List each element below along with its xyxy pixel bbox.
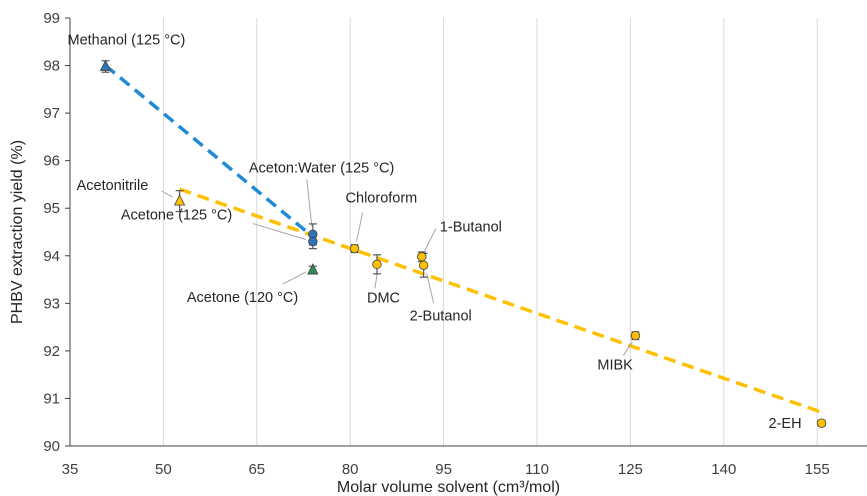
tick-labels: 35 50 65 80 95 110 125 140 155 90 91 92 93 94 95 96 97 98… xyxy=(43,10,829,478)
marker-acetone-120 xyxy=(307,263,319,275)
error-bars xyxy=(101,60,826,427)
point-label-2-butanol: 2-Butanol xyxy=(410,308,472,324)
leader-lines xyxy=(161,179,633,356)
axes xyxy=(65,17,867,447)
y-tick-label-91: 91 xyxy=(43,390,60,407)
leader-acetone-120 xyxy=(282,271,307,285)
marker-2-eh xyxy=(816,418,827,428)
y-tick-label-97: 97 xyxy=(43,105,60,122)
leader-dmc xyxy=(374,274,378,289)
point-label-acetone-120: Acetone (120 °C) xyxy=(187,290,298,306)
y-tick-label-94: 94 xyxy=(43,248,60,265)
leader-aceton-water-125 xyxy=(306,179,313,227)
point-label-acetone-125: Acetone (125 °C) xyxy=(121,208,232,224)
marker-methanol-125 xyxy=(99,59,112,71)
marker-2-butanol xyxy=(418,260,429,270)
x-tick-label-110: 110 xyxy=(525,461,549,478)
markers xyxy=(99,59,827,428)
gridlines xyxy=(162,18,818,446)
point-label-aceton-water-125: Aceton:Water (125 °C) xyxy=(249,160,394,176)
leader-mibk xyxy=(622,341,633,356)
marker-acetone-125 xyxy=(308,236,318,247)
x-tick-label-80: 80 xyxy=(342,461,359,478)
marker-chloroform xyxy=(349,243,360,254)
y-tick-label-98: 98 xyxy=(43,58,60,75)
x-tick-label-35: 35 xyxy=(62,461,79,478)
trendline-methanol-series xyxy=(104,64,314,239)
trendlines xyxy=(104,64,821,414)
x-tick-label-125: 125 xyxy=(618,461,643,478)
y-tick-label-99: 99 xyxy=(43,10,60,27)
point-label-methanol-125: Methanol (125 °C) xyxy=(67,33,185,49)
point-label-dmc: DMC xyxy=(367,290,400,306)
leader-chloroform xyxy=(356,212,364,242)
marker-mibk xyxy=(630,330,641,341)
marker-dmc xyxy=(372,259,382,270)
x-tick-label-95: 95 xyxy=(435,461,452,478)
point-label-2-eh: 2-EH xyxy=(769,416,802,432)
leader-acetonitrile xyxy=(161,190,173,198)
marker-acetonitrile xyxy=(173,194,186,206)
y-tick-label-95: 95 xyxy=(43,200,60,217)
point-label-acetonitrile: Acetonitrile xyxy=(77,178,149,194)
y-tick-label-92: 92 xyxy=(43,343,60,360)
x-axis-title: Molar volume solvent (cm³/mol) xyxy=(337,479,560,496)
x-tick-label-50: 50 xyxy=(155,461,172,478)
y-tick-label-93: 93 xyxy=(43,295,60,312)
point-label-mibk: MIBK xyxy=(597,358,633,374)
point-label-1-butanol: 1-Butanol xyxy=(440,220,502,236)
leader-1-butanol xyxy=(424,228,437,251)
x-tick-label-65: 65 xyxy=(248,461,265,478)
leader-2-butanol xyxy=(426,273,435,304)
marker-1-butanol xyxy=(417,252,427,262)
leader-acetone-125 xyxy=(252,223,306,240)
y-tick-label-90: 90 xyxy=(43,438,60,455)
point-label-chloroform: Chloroform xyxy=(346,191,418,207)
x-tick-label-140: 140 xyxy=(711,461,736,478)
point-labels: Methanol (125 °C) Acetonitrile Aceton:Wate… xyxy=(67,33,801,433)
x-tick-label-155: 155 xyxy=(805,461,830,478)
y-tick-label-96: 96 xyxy=(43,153,60,170)
y-axis-title: PHBV extraction yield (%) xyxy=(9,140,26,324)
